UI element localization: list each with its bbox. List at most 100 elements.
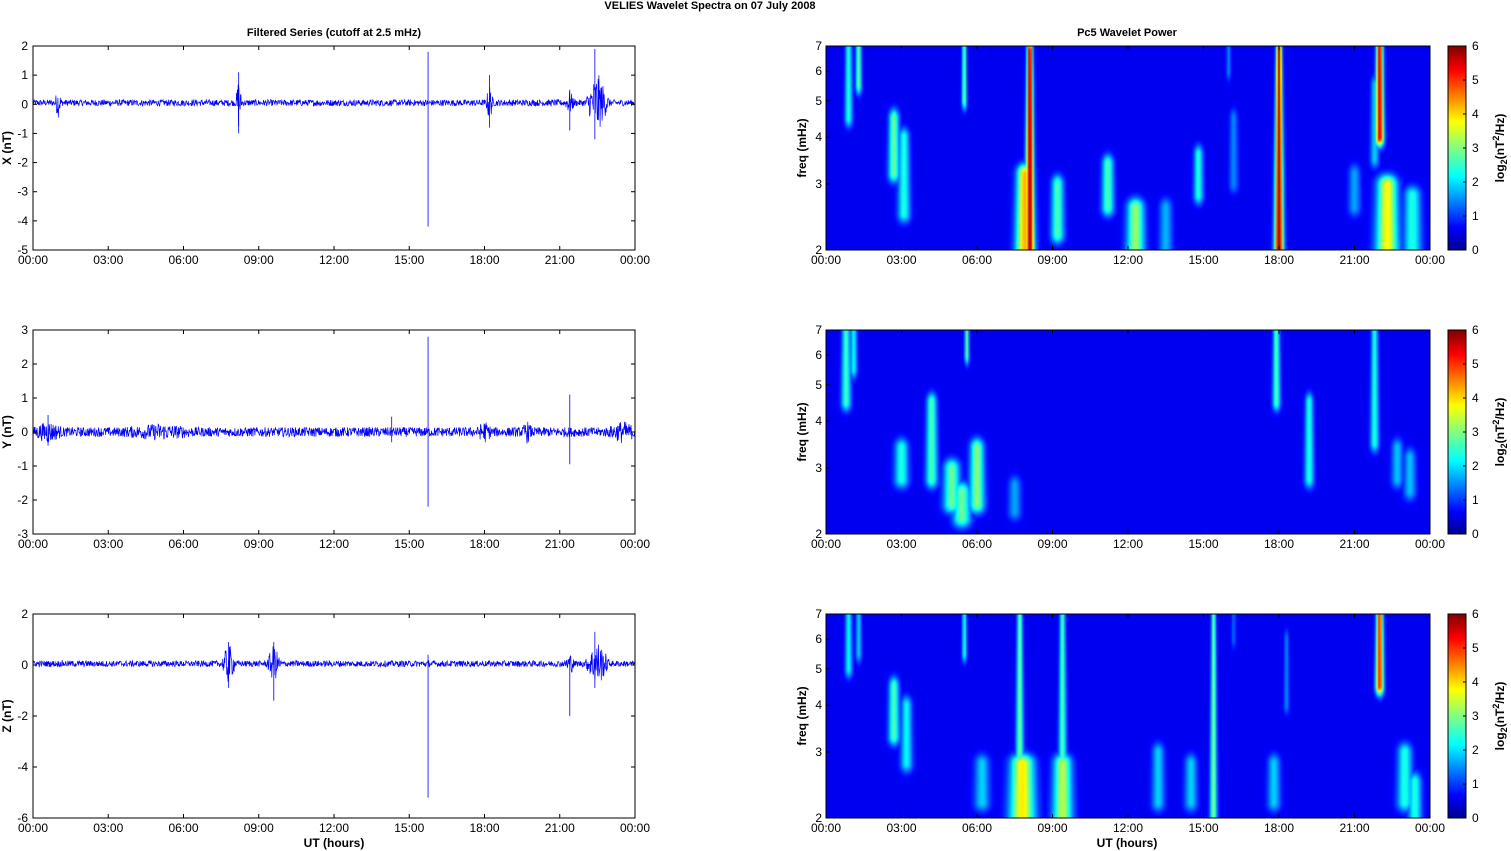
wavelet-xtick-label: 09:00 <box>1037 253 1067 267</box>
colorbar-tick-label: 6 <box>1472 323 1479 337</box>
wavelet-xtick-label: 12:00 <box>1113 253 1143 267</box>
timeseries-ytick-label: -2 <box>17 709 28 723</box>
timeseries-ytick-label: 1 <box>21 391 28 405</box>
colorbar-tick-label: 5 <box>1472 641 1479 655</box>
wavelet-xtick-label: 21:00 <box>1339 537 1369 551</box>
colorbar-tick-label: 6 <box>1472 39 1479 53</box>
timeseries-xtick-label: 18:00 <box>469 821 499 835</box>
colorbar-tick-label: 1 <box>1472 209 1479 223</box>
colorbar-x: 6 5 4 3 2 1 0 log2(nT2/Hz) <box>1447 39 1509 257</box>
timeseries-panel-z: 20-2-4-600:00 03:00 06:00 09:00 12:00 15:00 18… <box>0 607 650 835</box>
wavelet-ytick-label: 3 <box>815 461 822 475</box>
timeseries-ytick-label: 2 <box>21 39 28 53</box>
wavelet-xtick-label: 03:00 <box>886 253 916 267</box>
wavelet-power-heatmap-x <box>826 46 1430 250</box>
timeseries-xtick-label: 00:00 <box>620 537 650 551</box>
colorbar-tick-label: 6 <box>1472 607 1479 621</box>
timeseries-xtick-label: 00:00 <box>18 821 48 835</box>
timeseries-xtick-label: 03:00 <box>93 821 123 835</box>
panels-group: 210-1-2-3-4-500:00 03:00 06:00 09:00 12:00 15… <box>0 39 1509 835</box>
left-xlabel: UT (hours) <box>304 836 365 850</box>
wavelet-power-heatmap-z <box>826 614 1430 818</box>
timeseries-line-z <box>32 644 636 682</box>
timeseries-xtick-label: 18:00 <box>469 253 499 267</box>
wavelet-xtick-label: 12:00 <box>1113 821 1143 835</box>
colorbar-tick-label: 2 <box>1472 175 1479 189</box>
wavelet-ytick-label: 3 <box>815 177 822 191</box>
wavelet-ytick-label: 7 <box>815 607 822 621</box>
colorbar-tick-label: 4 <box>1472 675 1479 689</box>
right-xlabel: UT (hours) <box>1097 836 1158 850</box>
wavelet-xtick-label: 15:00 <box>1188 821 1218 835</box>
wavelet-xtick-label: 15:00 <box>1188 253 1218 267</box>
wavelet-xtick-label: 06:00 <box>962 821 992 835</box>
timeseries-xtick-label: 12:00 <box>319 253 349 267</box>
figure-title: VELIES Wavelet Spectra on 07 July 2008 <box>604 0 815 12</box>
timeseries-xtick-label: 12:00 <box>319 821 349 835</box>
timeseries-ytick-label: 3 <box>21 323 28 337</box>
colorbar-tick-label: 3 <box>1472 425 1479 439</box>
wavelet-xtick-label: 00:00 <box>1415 821 1445 835</box>
timeseries-ytick-label: 0 <box>21 425 28 439</box>
timeseries-line-y <box>32 421 636 444</box>
wavelet-ytick-label: 6 <box>815 348 822 362</box>
wavelet-xtick-label: 18:00 <box>1264 253 1294 267</box>
wavelet-xtick-label: 03:00 <box>886 821 916 835</box>
colorbar-tick-label: 5 <box>1472 357 1479 371</box>
colorbar-tick-label: 1 <box>1472 777 1479 791</box>
timeseries-xtick-label: 15:00 <box>394 821 424 835</box>
timeseries-ytick-label: -4 <box>17 214 28 228</box>
colorbar-tick-label: 5 <box>1472 73 1479 87</box>
timeseries-plot-area <box>33 614 635 818</box>
timeseries-xtick-label: 21:00 <box>545 537 575 551</box>
timeseries-ytick-label: 2 <box>21 607 28 621</box>
wavelet-ytick-label: 3 <box>815 745 822 759</box>
wavelet-power-heatmap-y <box>826 330 1430 534</box>
timeseries-plot-area <box>33 46 635 250</box>
colorbar-tick-label: 4 <box>1472 107 1479 121</box>
timeseries-ylabel: X (nT) <box>0 131 14 165</box>
timeseries-ytick-label: 0 <box>21 658 28 672</box>
colorbar-tick-label: 0 <box>1472 243 1479 257</box>
wavelet-ytick-label: 4 <box>815 414 822 428</box>
wavelet-ytick-label: 7 <box>815 323 822 337</box>
colorbar-tick-label: 3 <box>1472 709 1479 723</box>
timeseries-ytick-label: -3 <box>17 527 28 541</box>
timeseries-ytick-label: 2 <box>21 357 28 371</box>
timeseries-ylabel: Y (nT) <box>0 415 14 449</box>
timeseries-xtick-label: 18:00 <box>469 537 499 551</box>
colorbar-label: log2(nT2/Hz) <box>1491 398 1509 467</box>
timeseries-xtick-label: 03:00 <box>93 253 123 267</box>
wavelet-xtick-label: 15:00 <box>1188 537 1218 551</box>
timeseries-xtick-label: 21:00 <box>545 253 575 267</box>
timeseries-xtick-label: 21:00 <box>545 821 575 835</box>
left-column-title: Filtered Series (cutoff at 2.5 mHz) <box>247 27 422 39</box>
wavelet-ytick-label: 6 <box>815 632 822 646</box>
timeseries-line-x <box>32 75 636 127</box>
colorbar-tick-label: 2 <box>1472 459 1479 473</box>
colorbar-z: 6 5 4 3 2 1 0 log2(nT2/Hz) <box>1447 607 1509 825</box>
right-column-title: Pc5 Wavelet Power <box>1077 27 1178 39</box>
timeseries-xtick-label: 12:00 <box>319 537 349 551</box>
timeseries-xtick-label: 03:00 <box>93 537 123 551</box>
wavelet-xtick-label: 00:00 <box>811 537 841 551</box>
timeseries-ytick-label: -1 <box>17 459 28 473</box>
colorbar-label: log2(nT2/Hz) <box>1491 114 1509 183</box>
wavelet-xtick-label: 00:00 <box>1415 537 1445 551</box>
wavelet-xtick-label: 06:00 <box>962 253 992 267</box>
timeseries-ytick-label: -3 <box>17 185 28 199</box>
timeseries-xtick-label: 15:00 <box>394 537 424 551</box>
colorbar-tick-label: 2 <box>1472 743 1479 757</box>
wavelet-ytick-label: 5 <box>815 662 822 676</box>
wavelet-ytick-label: 6 <box>815 64 822 78</box>
wavelet-xtick-label: 18:00 <box>1264 821 1294 835</box>
timeseries-xtick-label: 00:00 <box>620 253 650 267</box>
timeseries-ylabel: Z (nT) <box>0 699 14 732</box>
colorbar-tick-label: 3 <box>1472 141 1479 155</box>
wavelet-xtick-label: 09:00 <box>1037 821 1067 835</box>
colorbar-tick-label: 0 <box>1472 811 1479 825</box>
timeseries-xtick-label: 09:00 <box>244 253 274 267</box>
